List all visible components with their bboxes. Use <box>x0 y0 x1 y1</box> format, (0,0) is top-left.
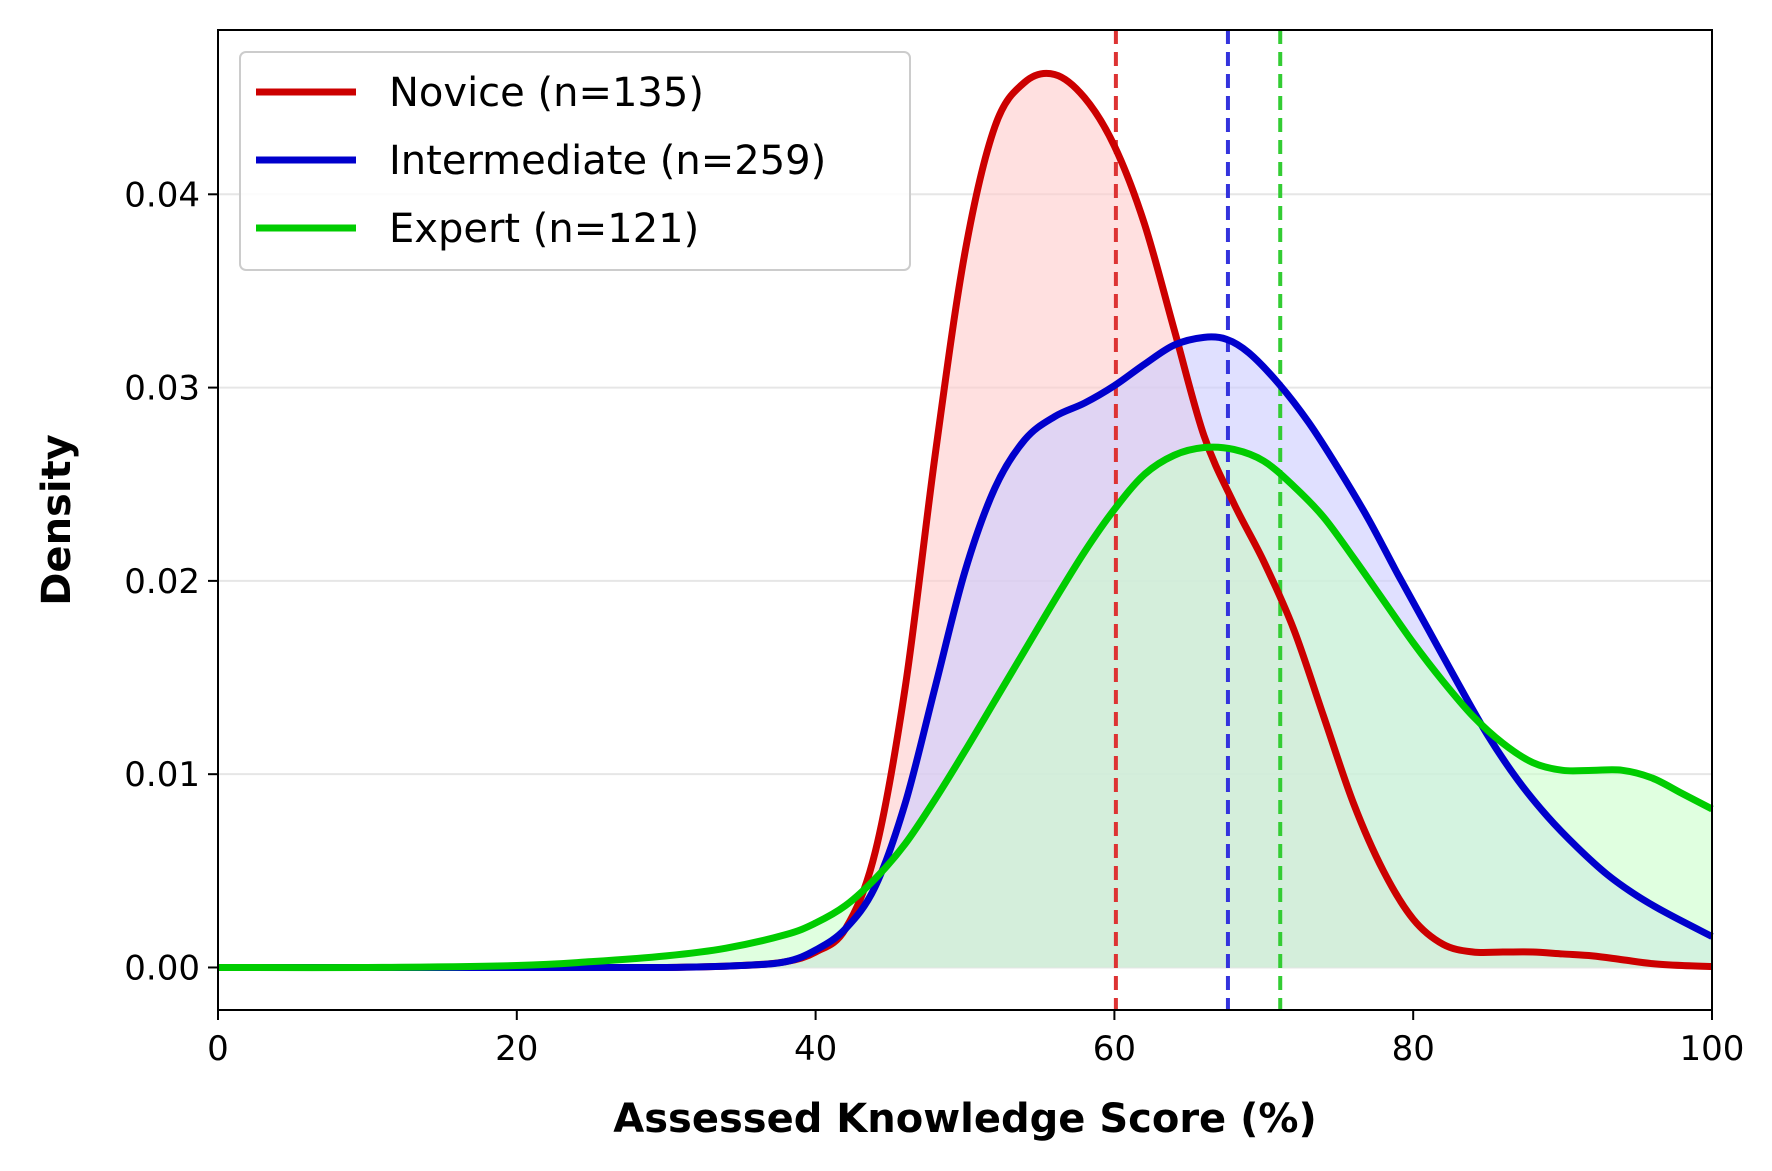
plot-frame <box>217 29 1713 1011</box>
x-tick-label-3: 60 <box>1093 1029 1136 1069</box>
y-tick-label-4: 0.04 <box>124 175 200 215</box>
intermediate-density-line <box>218 333 1714 972</box>
fill-layer <box>218 73 1712 968</box>
y-axis-title: Density <box>34 434 80 606</box>
x-tick-label-4: 80 <box>1392 1029 1435 1069</box>
expert-density-fill <box>218 447 1712 968</box>
x-axis-title: Assessed Knowledge Score (%) <box>613 1096 1317 1142</box>
novice-density-fill <box>218 73 1712 968</box>
y-tick-label-3: 0.03 <box>124 369 200 409</box>
x-tick-label-0: 0 <box>207 1029 229 1069</box>
mean-lines-layer <box>1113 30 1283 1010</box>
y-tick-label-2: 0.02 <box>124 562 200 602</box>
legend-label-novice: Novice (n=135) <box>389 70 704 116</box>
x-tick-label-2: 40 <box>794 1029 837 1069</box>
x-axis: 0 20 40 60 80 100 <box>207 1010 1744 1069</box>
expert-density-line <box>217 443 1714 972</box>
x-tick-label-1: 20 <box>495 1029 538 1069</box>
legend-label-expert: Expert (n=121) <box>389 206 699 252</box>
y-tick-label-0: 0.00 <box>124 948 200 988</box>
legend-label-intermediate: Intermediate (n=259) <box>389 138 826 184</box>
legend[interactable]: Novice (n=135) Intermediate (n=259) Expert… <box>239 51 911 271</box>
x-tick-label-5: 100 <box>1680 1029 1745 1069</box>
y-tick-label-1: 0.01 <box>124 755 200 795</box>
y-axis: 0.00 0.01 0.02 0.03 0.04 <box>124 175 218 988</box>
series-lines-layer <box>217 69 1714 972</box>
legend-box <box>239 51 911 271</box>
